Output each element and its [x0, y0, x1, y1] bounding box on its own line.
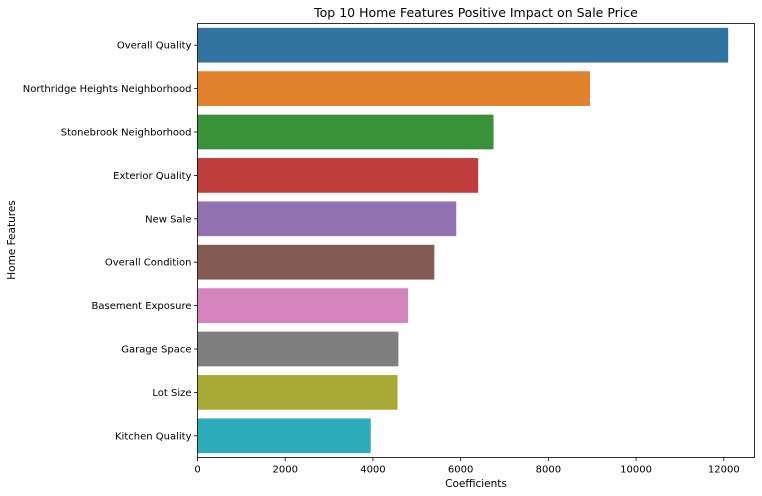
x-axis-ticks: 0 2000 4000 6000 8000 10000 12000 — [194, 457, 740, 476]
plot-frame — [197, 23, 755, 458]
x-tick-label: 8000 — [536, 465, 561, 476]
x-tick-label: 10000 — [620, 465, 652, 476]
bar-kitchen-quality — [197, 418, 371, 454]
category-label: Garage Space — [121, 345, 191, 356]
category-labels: Overall Quality Northridge Heights Neighb… — [23, 41, 198, 442]
category-label: Stonebrook Neighborhood — [61, 128, 192, 139]
bar-northridge-heights-neighborhood — [197, 71, 591, 106]
category-label: New Sale — [145, 214, 191, 225]
chart-title: Top 10 Home Features Positive Impact on … — [313, 5, 638, 20]
x-tick-label: 4000 — [360, 465, 385, 476]
category-label: Overall Quality — [117, 41, 192, 52]
bar-lot-size — [197, 375, 398, 410]
bars-group — [197, 27, 729, 454]
bar-stonebrook-neighborhood — [197, 114, 494, 150]
category-label: Kitchen Quality — [115, 431, 192, 442]
category-label: Northridge Heights Neighborhood — [23, 84, 192, 95]
x-tick-label: 6000 — [448, 465, 473, 476]
category-label: Lot Size — [152, 388, 191, 399]
y-axis-label: Home Features — [6, 200, 18, 280]
category-label: Basement Exposure — [92, 301, 192, 312]
bar-overall-quality — [197, 27, 729, 63]
x-axis-label: Coefficients — [445, 478, 507, 490]
bar-garage-space — [197, 331, 399, 367]
bar-basement-exposure — [197, 288, 409, 323]
x-tick-label: 2000 — [272, 465, 297, 476]
category-label: Overall Condition — [105, 258, 192, 269]
category-label: Exterior Quality — [113, 171, 191, 182]
x-tick-label: 0 — [194, 465, 200, 476]
x-tick-label: 12000 — [708, 465, 740, 476]
bar-overall-condition — [197, 244, 435, 280]
bar-new-sale — [197, 201, 457, 237]
bar-exterior-quality — [197, 158, 479, 193]
